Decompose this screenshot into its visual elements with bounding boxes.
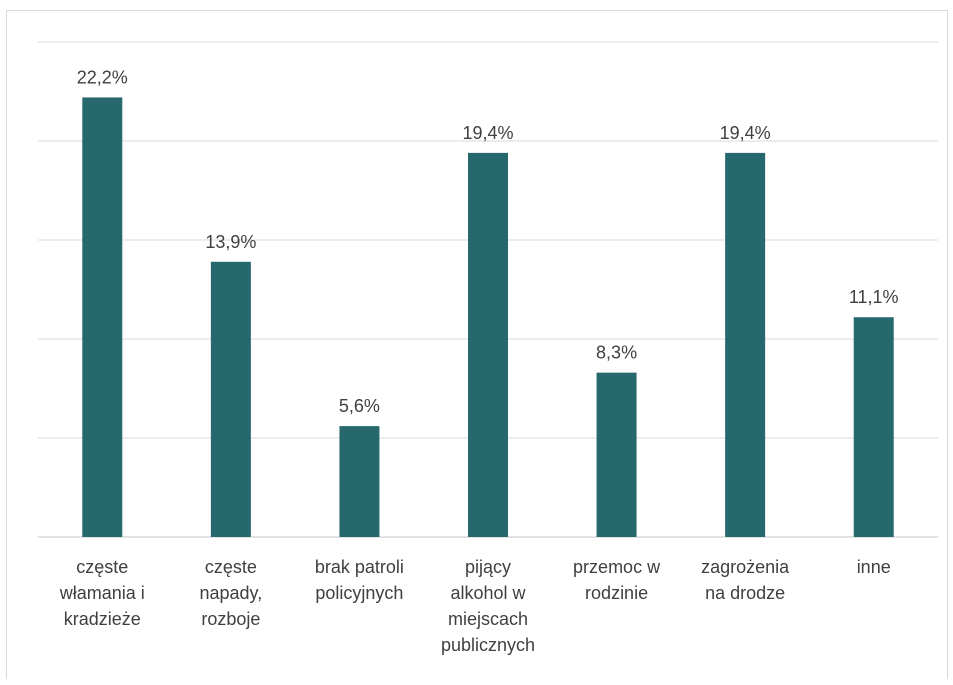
category-label-line: alkohol w (450, 583, 526, 603)
category-label-line: włamania i (59, 583, 145, 603)
category-label: inne (857, 557, 891, 577)
data-label: 8,3% (596, 343, 637, 363)
category-label: przemoc w rodzinie (573, 557, 661, 603)
category-label: zagrożenia na drodze (701, 557, 790, 603)
bar (339, 426, 380, 537)
category-label: częste napady, rozboje (199, 557, 262, 629)
category-label-line: policyjnych (315, 583, 403, 603)
category-label-line: miejscach (448, 609, 528, 629)
category-labels: częste włamania i kradzieże częste napady, ro… (59, 557, 891, 655)
bar (853, 317, 894, 537)
category-label-line: rodzinie (585, 583, 648, 603)
category-label: brak patroli policyjnych (315, 557, 404, 603)
data-label: 11,1% (849, 287, 899, 307)
category-label-line: kradzieże (64, 609, 141, 629)
bars (82, 97, 894, 537)
bar (82, 97, 123, 537)
category-label-line: częste (76, 557, 128, 577)
category-label-line: brak patroli (315, 557, 404, 577)
chart-frame: 22,2% 13,9% 5,6% 19,4% 8,3% 19,4% 11,1% częste… (6, 10, 948, 679)
category-label-line: inne (857, 557, 891, 577)
data-label: 22,2% (77, 67, 128, 87)
category-label-line: zagrożenia (701, 557, 790, 577)
category-label: pijący alkohol w miejscach publicznych (441, 557, 535, 655)
data-label: 19,4% (462, 123, 513, 143)
category-label-line: przemoc w (573, 557, 661, 577)
category-label-line: na drodze (705, 583, 785, 603)
category-label-line: publicznych (441, 635, 535, 655)
data-label: 13,9% (205, 232, 256, 252)
category-label-line: napady, (199, 583, 262, 603)
category-label-line: rozboje (201, 609, 260, 629)
bar (468, 152, 508, 537)
bar (210, 261, 251, 537)
category-label: częste włamania i kradzieże (59, 557, 145, 629)
data-label: 19,4% (720, 123, 771, 143)
data-labels: 22,2% 13,9% 5,6% 19,4% 8,3% 19,4% 11,1% (77, 67, 899, 416)
category-label-line: pijący (465, 557, 511, 577)
category-label-line: częste (205, 557, 257, 577)
data-label: 5,6% (339, 396, 380, 416)
bar-chart: 22,2% 13,9% 5,6% 19,4% 8,3% 19,4% 11,1% częste… (38, 41, 938, 655)
bar (596, 372, 637, 537)
bar (725, 152, 766, 537)
